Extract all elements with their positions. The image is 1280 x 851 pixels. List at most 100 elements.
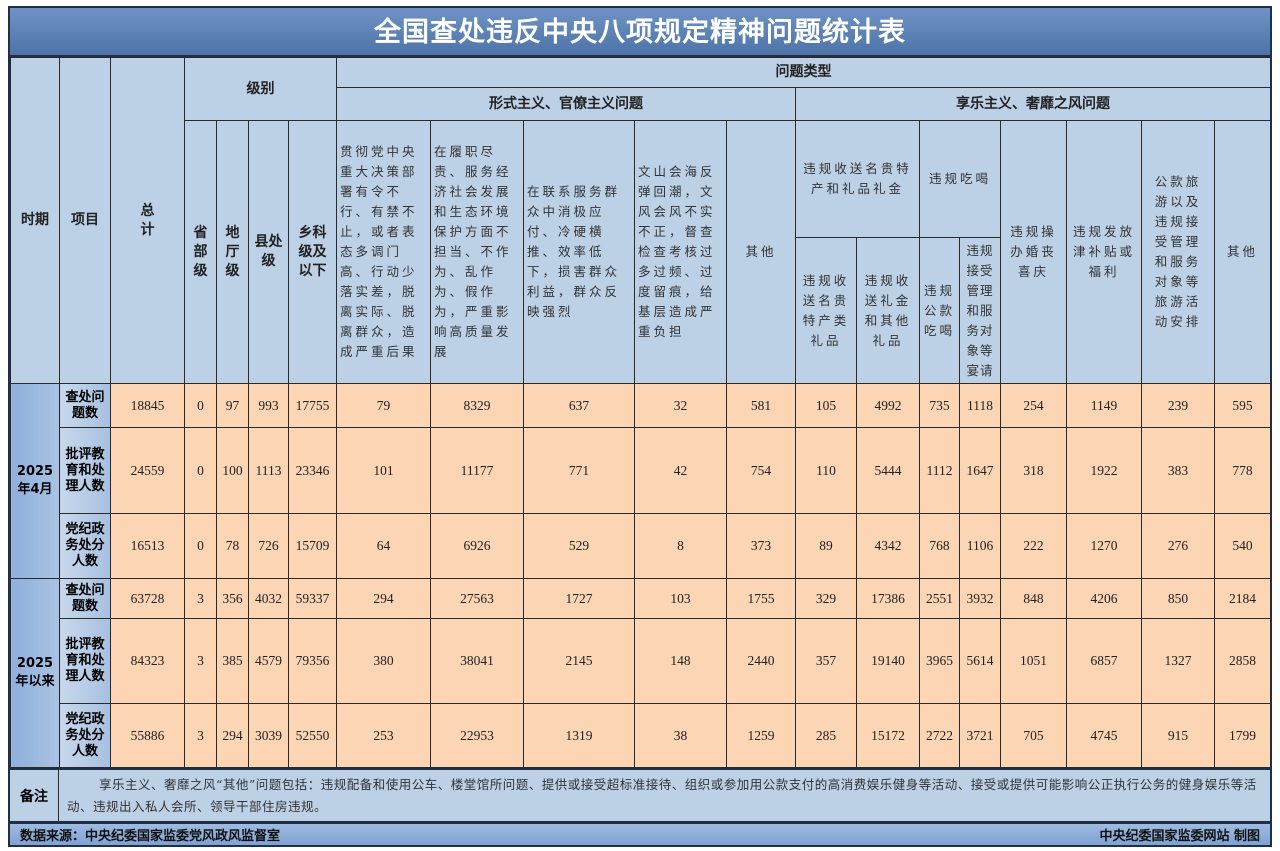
header-level-county: 县处级 xyxy=(248,120,289,384)
data-cell: 1051 xyxy=(1000,618,1067,704)
header-period: 时期 xyxy=(10,57,60,384)
data-cell: 1112 xyxy=(919,427,960,514)
data-cell: 2440 xyxy=(726,618,796,704)
data-cell: 4206 xyxy=(1066,578,1142,619)
data-cell: 3932 xyxy=(959,578,1001,619)
data-cell: 915 xyxy=(1141,703,1215,768)
data-cell: 3 xyxy=(184,578,217,619)
data-cell: 63728 xyxy=(110,578,185,619)
header-hedonism-group: 享乐主义、奢靡之风问题 xyxy=(794,87,1272,121)
data-cell: 6857 xyxy=(1066,618,1142,704)
data-cell: 24559 xyxy=(110,427,185,514)
data-cell: 850 xyxy=(1141,578,1215,619)
header-formalism-group: 形式主义、官僚主义问题 xyxy=(336,87,796,121)
data-cell: 285 xyxy=(795,703,857,768)
data-source: 数据来源：中央纪委国家监委党风政风监督室 xyxy=(20,829,281,844)
data-cell: 1319 xyxy=(523,703,635,768)
data-cell: 0 xyxy=(184,513,217,579)
data-cell: 754 xyxy=(726,427,796,514)
data-cell: 101 xyxy=(336,427,431,514)
data-cell: 0 xyxy=(184,383,217,428)
data-cell: 15709 xyxy=(288,513,337,579)
data-cell: 5614 xyxy=(959,618,1001,704)
data-cell: 4342 xyxy=(856,513,920,579)
data-cell: 2184 xyxy=(1213,578,1272,619)
data-cell: 380 xyxy=(336,618,431,704)
data-cell: 1259 xyxy=(726,703,796,768)
header-problem-type: 问题类型 xyxy=(335,57,1272,88)
data-cell: 17386 xyxy=(856,578,920,619)
data-cell: 22953 xyxy=(430,703,524,768)
data-cell: 735 xyxy=(919,383,960,428)
data-cell: 59337 xyxy=(288,578,337,619)
table-row: 党纪政务处分人数 16513 0 78 726 15709 64 6926 529 8 373 89 4… xyxy=(11,513,1272,579)
data-cell: 373 xyxy=(726,513,796,579)
data-cell: 6926 xyxy=(430,513,524,579)
data-cell: 4745 xyxy=(1066,703,1142,768)
data-cell: 3039 xyxy=(248,703,289,768)
data-cell: 356 xyxy=(216,578,249,619)
header-dining-accept: 违规接受管理和服务对象等宴请 xyxy=(959,237,1001,384)
footer-bar: 数据来源：中央纪委国家监委党风政风监督室 中央纪委国家监委网站 制图 xyxy=(10,821,1270,845)
data-cell: 4579 xyxy=(248,618,289,704)
data-cell: 1755 xyxy=(726,578,796,619)
table-row: 党纪政务处分人数 55886 3 294 3039 52550 253 22953 1319 38… xyxy=(11,703,1272,768)
data-cell: 1727 xyxy=(523,578,635,619)
data-cell: 52550 xyxy=(288,703,337,768)
data-cell: 103 xyxy=(634,578,727,619)
data-cell: 357 xyxy=(795,618,857,704)
data-cell: 11177 xyxy=(430,427,524,514)
header-level: 级别 xyxy=(184,57,337,121)
data-cell: 318 xyxy=(1000,427,1067,514)
table-row: 2025年4月 查处问题数 18845 0 97 993 17755 79 8329 637 32 5… xyxy=(10,383,1272,579)
row-item-label: 批评教育和处理人数 xyxy=(59,427,111,514)
header-total: 总计 xyxy=(110,57,185,384)
data-cell: 110 xyxy=(795,427,857,514)
data-cell: 148 xyxy=(634,618,727,704)
header-weddings-funerals: 违规操办婚丧喜庆 xyxy=(1000,120,1067,384)
header-hedonism-other: 其他 xyxy=(1213,120,1272,384)
header-formalism-col-2: 在履职尽责、服务经济社会发展和生态环境保护方面不担当、不作为、乱作为、假作为，严… xyxy=(430,120,524,384)
data-cell: 27563 xyxy=(430,578,524,619)
data-cell: 778 xyxy=(1213,427,1272,514)
data-cell: 1270 xyxy=(1066,513,1142,579)
data-cell: 705 xyxy=(1000,703,1067,768)
data-cell: 4992 xyxy=(856,383,920,428)
data-cell: 1647 xyxy=(959,427,1001,514)
header-formalism-col-3: 在联系服务群众中消极应付、冷硬横推、效率低下，损害群众利益，群众反映强烈 xyxy=(523,120,635,384)
data-cell: 385 xyxy=(216,618,249,704)
data-cell: 16513 xyxy=(110,513,185,579)
data-cell: 276 xyxy=(1141,513,1215,579)
remark-text: 享乐主义、奢靡之风“其他”问题包括：违规配备和使用公车、楼堂馆所问题、提供或接受… xyxy=(67,777,1257,814)
header-level-prefecture: 地厅级 xyxy=(216,120,249,384)
data-cell: 78 xyxy=(216,513,249,579)
data-cell: 540 xyxy=(1213,513,1272,579)
data-cell: 993 xyxy=(248,383,289,428)
data-cell: 595 xyxy=(1213,383,1272,428)
data-cell: 3965 xyxy=(919,618,960,704)
data-cell: 3 xyxy=(184,703,217,768)
data-cell: 4032 xyxy=(248,578,289,619)
data-cell: 100 xyxy=(216,427,249,514)
header-travel: 公款旅游以及违规接受管理和服务对象等旅游活动安排 xyxy=(1141,120,1215,384)
data-cell: 42 xyxy=(634,427,727,514)
data-cell: 2722 xyxy=(919,703,960,768)
table-row: 批评教育和处理人数 84323 3 385 4579 79356 380 38041 2145 1… xyxy=(11,618,1272,704)
row-item-label: 批评教育和处理人数 xyxy=(59,618,111,704)
header-dining-public: 违规公款吃喝 xyxy=(919,237,960,384)
data-cell: 32 xyxy=(634,383,727,428)
data-cell: 8329 xyxy=(430,383,524,428)
data-cell: 529 xyxy=(523,513,635,579)
data-cell: 17755 xyxy=(288,383,337,428)
header-formalism-col-4: 文山会海反弹回潮，文风会风不实不正，督查检查考核过多过频、过度留痕，给基层造成严… xyxy=(634,120,727,384)
data-cell: 1113 xyxy=(248,427,289,514)
header-level-province: 省部级 xyxy=(184,120,217,384)
data-cell: 97 xyxy=(216,383,249,428)
row-item-label: 查处问题数 xyxy=(59,383,111,428)
data-cell: 105 xyxy=(795,383,857,428)
row-item-label: 党纪政务处分人数 xyxy=(59,513,111,579)
period-label: 2025年4月 xyxy=(10,383,60,579)
data-cell: 55886 xyxy=(110,703,185,768)
remark-section: 备注 享乐主义、奢靡之风“其他”问题包括：违规配备和使用公车、楼堂馆所问题、提供… xyxy=(10,768,1270,821)
data-cell: 0 xyxy=(184,427,217,514)
